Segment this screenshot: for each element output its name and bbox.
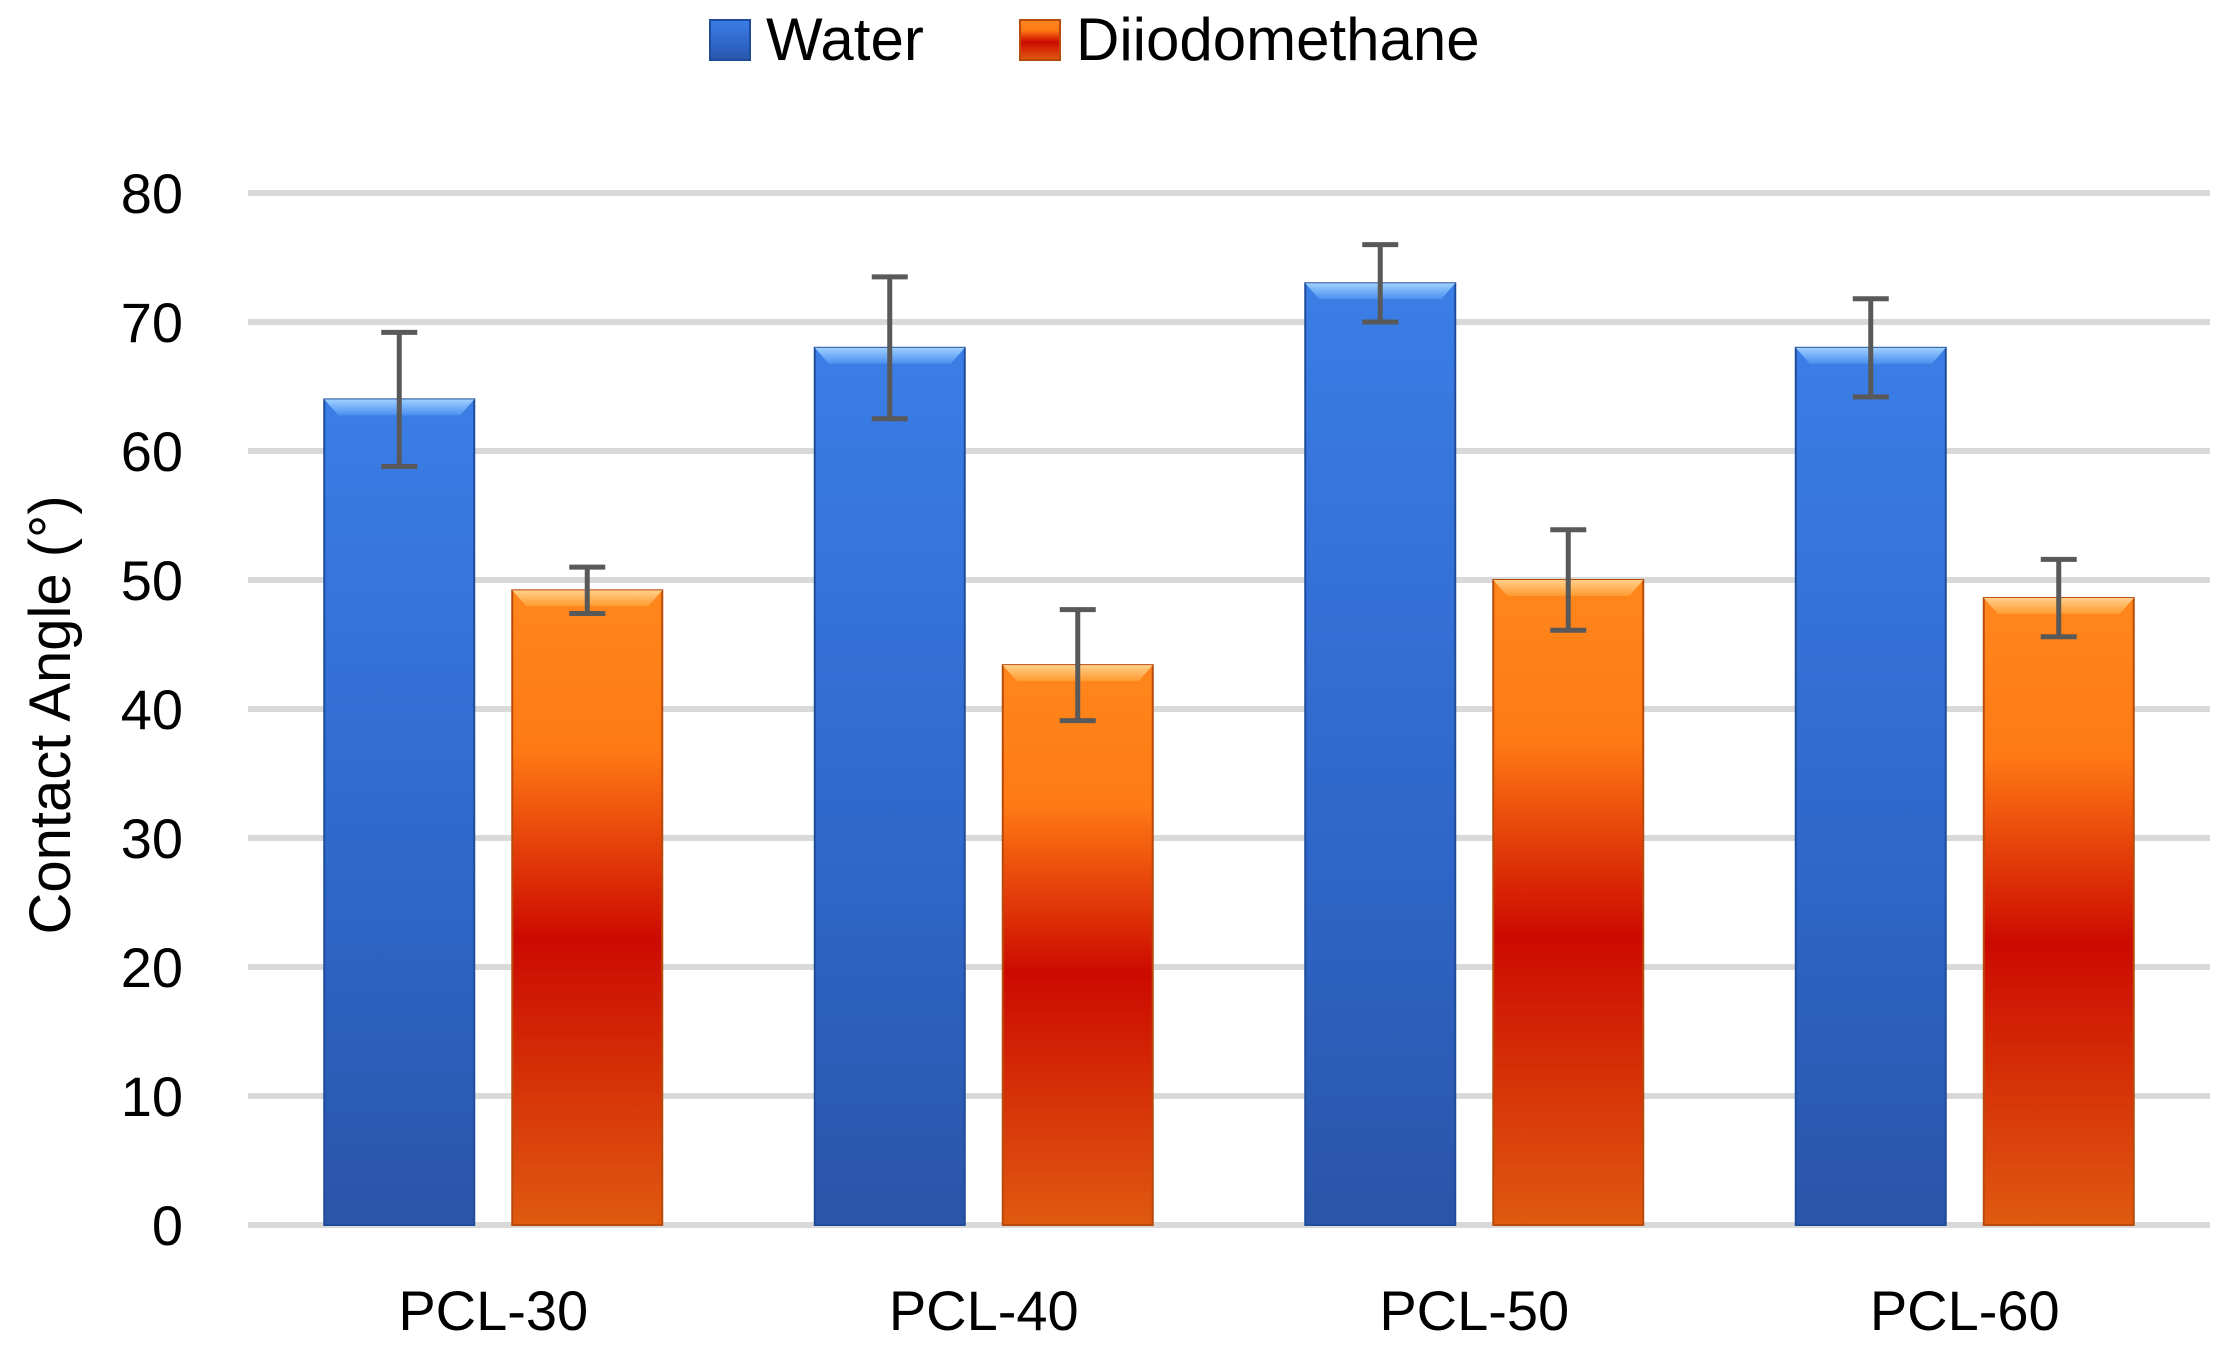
y-tick-label-80: 80 [121, 162, 183, 225]
error-bar-diiodomethane-pcl-60 [2040, 556, 2077, 640]
y-tick-label-60: 60 [121, 420, 183, 483]
bar-diiodomethane-pcl-40 [1001, 664, 1154, 1226]
y-axis-ticks: 0 10 20 30 40 50 60 70 80 [121, 162, 183, 1257]
legend-swatch-diiodomethane [1019, 19, 1061, 61]
bars [323, 242, 2135, 1226]
legend-label-diiodomethane: Diiodomethane [1076, 6, 1480, 73]
y-axis-title: Contact Angle (°) [18, 495, 83, 934]
y-tick-label-20: 20 [121, 936, 183, 999]
bar-diiodomethane-pcl-50 [1492, 579, 1645, 1226]
error-bar-diiodomethane-pcl-40 [1059, 607, 1096, 724]
y-tick-label-40: 40 [121, 678, 183, 741]
y-tick-label-0: 0 [152, 1194, 183, 1257]
error-bar-water-pcl-60 [1852, 296, 1889, 400]
x-tick-label-pcl-40: PCL-40 [889, 1279, 1079, 1342]
legend-item-water: Water [709, 6, 924, 73]
bar-water-pcl-60 [1794, 346, 1947, 1226]
bar-water-pcl-40 [813, 346, 966, 1226]
error-bar-water-pcl-50 [1362, 242, 1399, 325]
y-tick-label-70: 70 [121, 291, 183, 354]
legend: Water Diiodomethane [709, 6, 1480, 73]
bar-diiodomethane-pcl-30 [511, 589, 664, 1226]
legend-label-water: Water [766, 6, 924, 73]
y-tick-label-10: 10 [121, 1065, 183, 1128]
error-bar-water-pcl-40 [871, 274, 908, 422]
bar-water-pcl-50 [1304, 282, 1457, 1226]
x-axis-ticks: PCL-30 PCL-40 PCL-50 PCL-60 [398, 1279, 2059, 1342]
bar-diiodomethane-pcl-60 [1982, 597, 2135, 1226]
legend-item-diiodomethane: Diiodomethane [1019, 6, 1480, 73]
bar-water-pcl-30 [323, 398, 476, 1226]
legend-swatch-water [709, 19, 751, 61]
x-tick-label-pcl-50: PCL-50 [1379, 1279, 1569, 1342]
y-tick-label-30: 30 [121, 807, 183, 870]
x-tick-label-pcl-30: PCL-30 [398, 1279, 588, 1342]
y-tick-label-50: 50 [121, 549, 183, 612]
x-tick-label-pcl-60: PCL-60 [1870, 1279, 2060, 1342]
error-bar-diiodomethane-pcl-30 [569, 564, 606, 617]
error-bar-diiodomethane-pcl-50 [1550, 527, 1587, 633]
error-bar-water-pcl-30 [381, 329, 418, 469]
